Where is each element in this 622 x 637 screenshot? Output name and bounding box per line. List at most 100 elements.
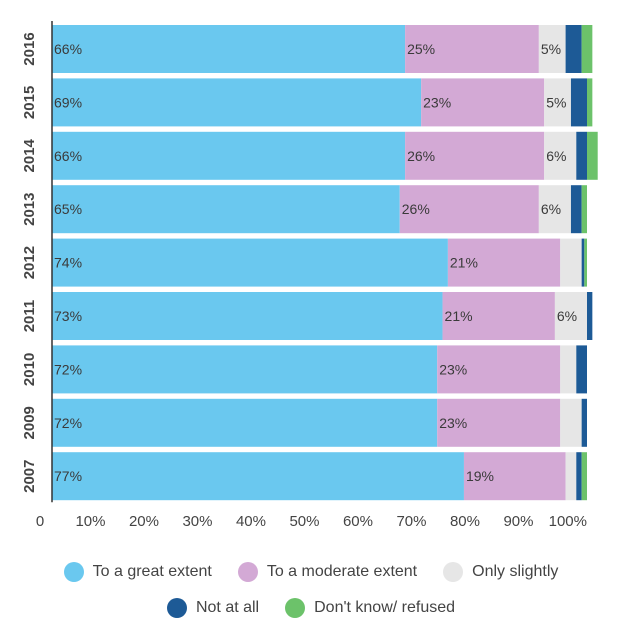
bar-segment [576, 131, 587, 180]
bar-segment [570, 185, 582, 234]
data-label: 26% [407, 148, 435, 164]
data-label: 21% [450, 255, 478, 271]
y-tick-label: 2011 [21, 300, 38, 333]
bar-segment [421, 78, 545, 127]
bar-segment [538, 185, 571, 234]
legend-label-moderate-extent: To a moderate extent [266, 563, 418, 580]
bar-segment [544, 131, 577, 180]
bar-segment [405, 131, 545, 180]
bar-segment [576, 345, 587, 394]
y-tick-label: 2010 [21, 353, 38, 386]
legend-label-dont-know: Don't know/ refused [314, 599, 456, 616]
x-tick-label: 90% [503, 513, 533, 530]
bar-segment [437, 398, 561, 447]
data-label: 23% [439, 415, 467, 431]
data-label: 26% [402, 201, 430, 217]
bar-segment [560, 345, 577, 394]
bar-segment [584, 238, 587, 287]
legend-item-only-slightly: Only slightly [443, 562, 558, 582]
y-tick-label: 2016 [21, 32, 38, 65]
data-label: 5% [541, 41, 561, 57]
legend-row-2: Not at all Don't know/ refused [0, 598, 622, 618]
data-label: 6% [541, 201, 561, 217]
x-tick-label: 60% [343, 513, 373, 530]
data-label: 73% [54, 308, 82, 324]
bar-segment [52, 131, 406, 180]
bar-segment [587, 131, 598, 180]
bar-segment [463, 452, 566, 501]
bar-segment [570, 78, 587, 127]
data-label: 77% [54, 468, 82, 484]
bar-segment [442, 292, 555, 340]
data-label: 66% [54, 41, 82, 57]
bar-segment [52, 238, 448, 287]
legend-item-not-at-all: Not at all [166, 598, 259, 618]
bar-segment [565, 452, 577, 501]
bar-segment [52, 25, 406, 73]
bar-segment [576, 452, 582, 501]
bar-segment [52, 185, 400, 234]
x-tick-label: 20% [129, 513, 159, 530]
bar-segment [405, 25, 539, 73]
y-tick-label: 2007 [21, 460, 38, 493]
legend-label-great-extent: To a great extent [92, 563, 212, 580]
data-label: 6% [546, 148, 566, 164]
data-label: 74% [54, 255, 82, 271]
legend-swatch-moderate-extent [237, 562, 258, 582]
x-tick-label: 50% [289, 513, 319, 530]
data-label: 66% [54, 148, 82, 164]
bar-segment [447, 238, 561, 287]
bar-segment [399, 185, 539, 234]
data-labels-layer: 66% 25% 5% 69% 23% 5% 66% 26% 6% 65% 26% 6% 74% 21% 73… [54, 41, 577, 484]
data-label: 6% [557, 308, 577, 324]
data-label: 25% [407, 41, 435, 57]
legend-label-only-slightly: Only slightly [472, 563, 559, 580]
data-label: 21% [445, 308, 473, 324]
legend-row-1: To a great extent To a moderate extent O… [0, 562, 622, 582]
data-label: 23% [439, 361, 467, 377]
x-axis-ticks: 0 10% 20% 30% 40% 50% 60% 70% 80% 90% 100% [36, 513, 587, 530]
data-label: 19% [466, 468, 494, 484]
x-tick-label: 100% [549, 513, 587, 530]
x-tick-label: 40% [236, 513, 266, 530]
bar-segment [581, 185, 587, 234]
bar-segment [544, 78, 571, 127]
legend-item-moderate-extent: To a moderate extent [237, 562, 418, 582]
bar-segment [52, 345, 438, 394]
bar-segment [52, 398, 438, 447]
data-label: 5% [546, 94, 566, 110]
y-tick-label: 2009 [21, 406, 38, 439]
bar-segment [581, 452, 587, 501]
x-tick-label: 70% [396, 513, 426, 530]
y-tick-label: 2014 [21, 138, 38, 172]
data-label: 72% [54, 361, 82, 377]
legend-swatch-only-slightly [443, 562, 464, 582]
bar-segment [560, 398, 582, 447]
bar-segment [581, 25, 593, 73]
bar-segment [587, 292, 593, 340]
bar-segment [581, 398, 587, 447]
y-axis-labels: 2016 2015 2014 2013 2012 2011 2010 2009 2007 [21, 32, 38, 493]
legend-item-great-extent: To a great extent [63, 562, 212, 582]
bar-segment [565, 25, 582, 73]
x-tick-label: 0 [36, 513, 44, 530]
legend-swatch-dont-know [285, 598, 306, 618]
bar-segment [554, 292, 587, 340]
bar-segment [587, 78, 593, 127]
data-label: 65% [54, 201, 82, 217]
bar-segment [560, 238, 582, 287]
y-tick-label: 2012 [21, 246, 38, 279]
x-tick-label: 10% [75, 513, 105, 530]
x-tick-label: 80% [450, 513, 480, 530]
legend-swatch-not-at-all [166, 598, 187, 618]
bar-segment [437, 345, 561, 394]
bar-segment [538, 25, 566, 73]
bar-segment [52, 292, 443, 340]
data-label: 69% [54, 94, 82, 110]
y-tick-label: 2015 [21, 86, 38, 119]
bar-segment [52, 452, 464, 501]
bar-segment [52, 78, 422, 127]
data-label: 23% [423, 94, 451, 110]
bars-layer [52, 25, 598, 501]
